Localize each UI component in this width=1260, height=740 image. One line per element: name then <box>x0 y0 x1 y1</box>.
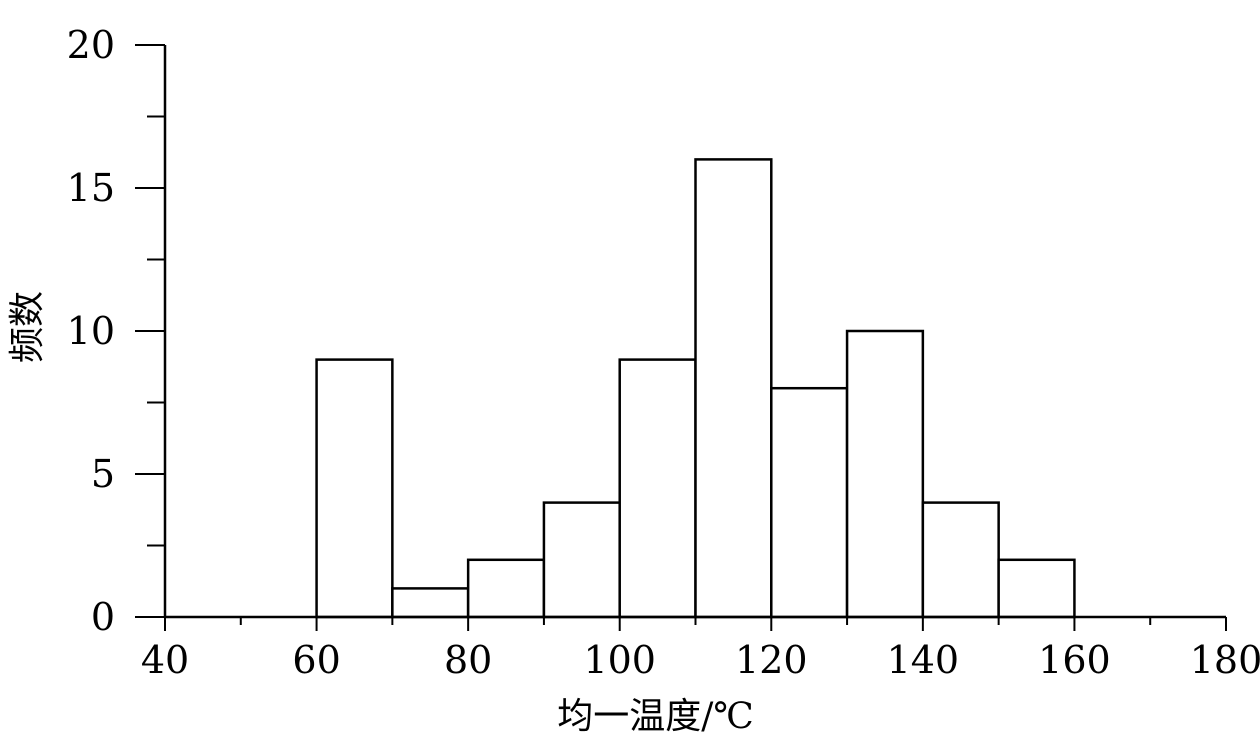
x-tick-label: 120 <box>735 638 808 682</box>
x-axis-title: 均一温度/℃ <box>557 696 753 737</box>
x-tick-label: 100 <box>583 638 656 682</box>
y-tick-label: 10 <box>67 309 115 353</box>
histogram-bar-2 <box>466 558 546 619</box>
y-tick-label: 5 <box>91 452 115 496</box>
y-axis-ticks: 0 5 10 15 20 <box>67 23 165 639</box>
x-tick-label: 140 <box>887 638 960 682</box>
y-tick-label: 20 <box>67 23 115 67</box>
x-tick-label: 80 <box>444 638 492 682</box>
x-tick-label: 160 <box>1038 638 1111 682</box>
histogram-bar-8 <box>921 501 1000 619</box>
histogram-bar-9 <box>997 558 1076 619</box>
histogram-bar-4 <box>618 358 697 619</box>
x-axis-ticks: 40 60 80 100 120 140 160 180 <box>141 617 1260 682</box>
histogram-bar-7 <box>845 329 925 619</box>
x-tick-label: 40 <box>141 638 189 682</box>
histogram-bar-6 <box>770 386 849 619</box>
histogram-bar-5 <box>694 158 773 619</box>
histogram-bar-0 <box>315 358 394 619</box>
y-tick-label: 15 <box>67 166 115 210</box>
x-tick-label: 180 <box>1190 638 1260 682</box>
x-tick-label: 60 <box>292 638 340 682</box>
bars-group <box>315 158 1076 619</box>
y-tick-label: 0 <box>91 595 115 639</box>
histogram-bar-3 <box>542 501 621 619</box>
histogram-bar-1 <box>391 587 470 619</box>
y-axis-title: 频数 <box>7 291 48 363</box>
